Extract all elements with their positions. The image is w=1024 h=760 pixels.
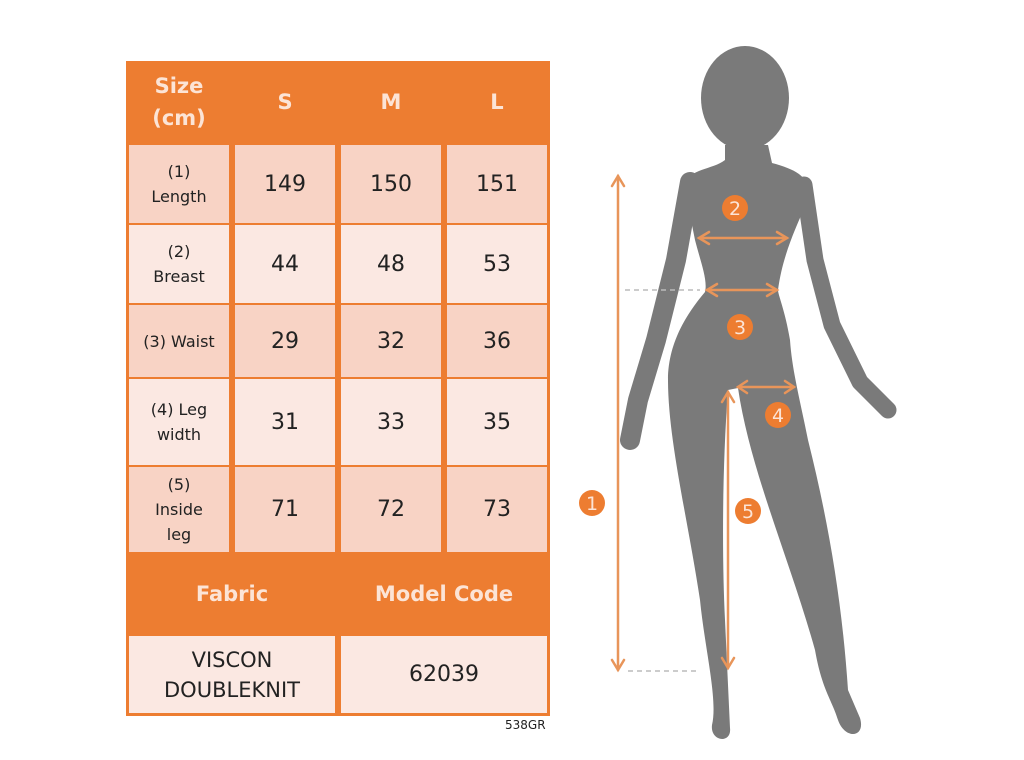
marker-5-circle	[735, 498, 761, 524]
measurement-label: (4) Leg width	[129, 379, 229, 465]
size-header-l: L	[490, 90, 504, 114]
measurement-value: 29	[235, 305, 335, 377]
measurement-arrows	[610, 173, 797, 673]
marker-3-circle	[727, 314, 753, 340]
marker-4-label: 4	[772, 405, 784, 427]
measurement-value: 31	[235, 379, 335, 465]
product-code: 538GR	[505, 718, 546, 732]
measurement-value: 71	[235, 467, 335, 552]
size-header: Size (cm)	[152, 74, 206, 130]
measurement-label: (1) Length	[129, 145, 229, 223]
measurement-value: 151	[447, 145, 547, 223]
marker-1-label: 1	[586, 493, 598, 515]
woman-silhouette	[620, 46, 897, 739]
measurement-value: 72	[341, 467, 441, 552]
marker-2-circle	[722, 195, 748, 221]
measurement-value: 36	[447, 305, 547, 377]
measurement-value: 73	[447, 467, 547, 552]
measurement-value: 33	[341, 379, 441, 465]
measurement-value: 149	[235, 145, 335, 223]
marker-2-label: 2	[729, 198, 741, 220]
measurement-value: 150	[341, 145, 441, 223]
size-header-s: S	[277, 90, 293, 114]
measurement-value: 35	[447, 379, 547, 465]
marker-1-circle	[579, 490, 605, 516]
measurement-value: 53	[447, 225, 547, 303]
measurement-value: 32	[341, 305, 441, 377]
measurement-label: (5) Inside leg	[129, 467, 229, 552]
model-code-value: 62039	[341, 636, 547, 713]
measurement-value: 44	[235, 225, 335, 303]
size-header-m: M	[380, 90, 402, 114]
size-chart-table: Size (cm) S M L (1) Length 149 150 151 (2) Breas…	[126, 61, 550, 716]
measurement-label: (3) Waist	[129, 305, 229, 377]
model-code-header: Model Code	[374, 581, 514, 606]
measurement-value: 48	[341, 225, 441, 303]
marker-5-label: 5	[742, 501, 754, 523]
guide-lines	[625, 289, 700, 672]
marker-3-label: 3	[734, 317, 746, 339]
fabric-value: VISCON DOUBLEKNIT	[129, 636, 335, 713]
measurement-label: (2) Breast	[129, 225, 229, 303]
marker-4-circle	[765, 402, 791, 428]
fabric-header: Fabric	[195, 581, 269, 606]
